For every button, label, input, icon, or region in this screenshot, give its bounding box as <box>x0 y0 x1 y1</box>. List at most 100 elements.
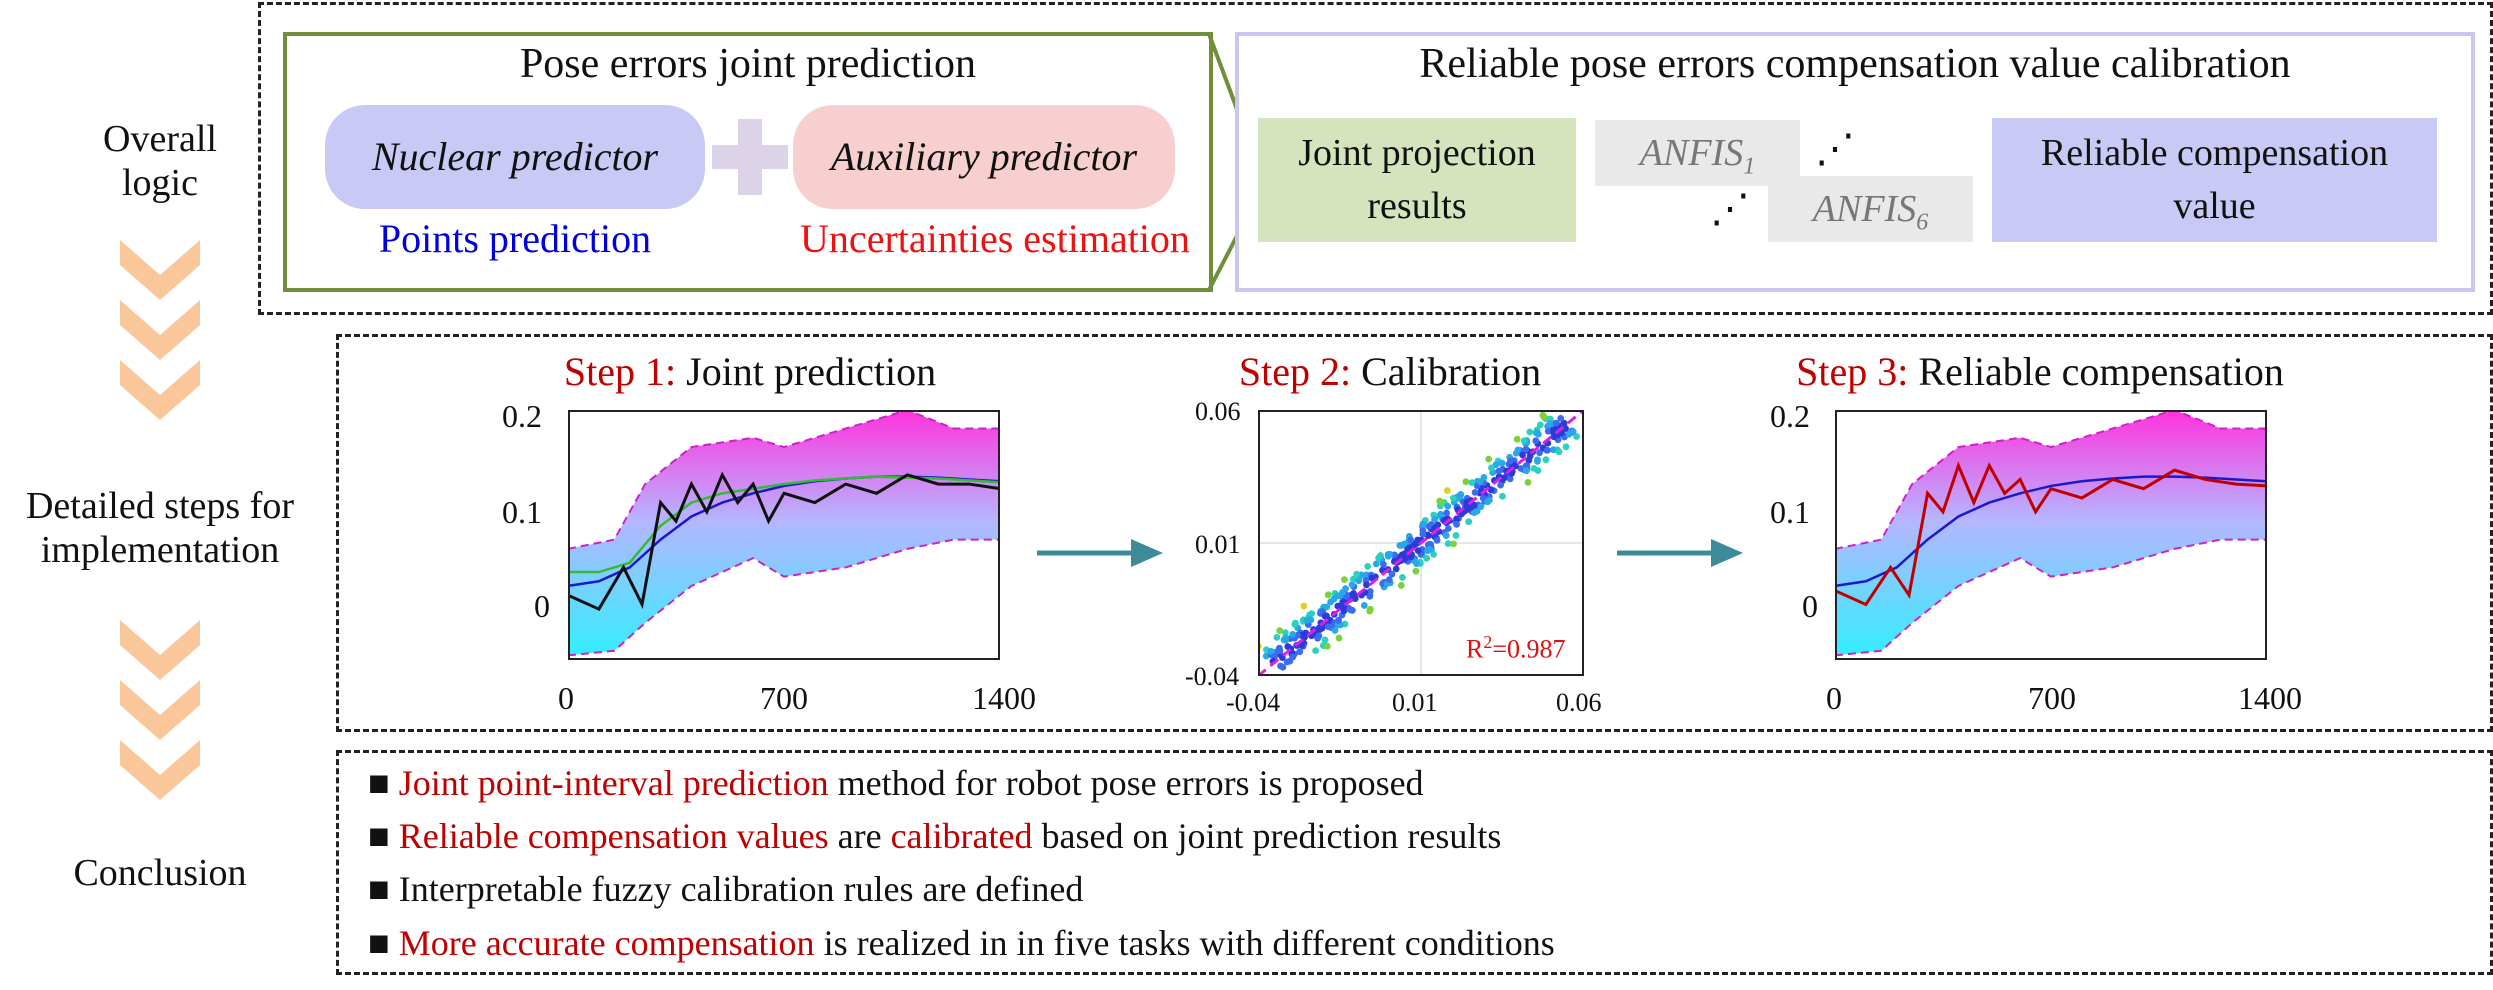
scatter-point <box>1273 633 1281 641</box>
scatter-point <box>1355 577 1363 585</box>
scatter-point <box>1423 554 1431 562</box>
interval-lower-line <box>568 538 1000 657</box>
chevron-down-group-2 <box>120 620 200 800</box>
scatter-point <box>1544 446 1551 454</box>
scatter-point <box>1366 605 1374 613</box>
scatter-point <box>1544 427 1552 435</box>
chevron-2b <box>120 680 200 740</box>
scatter-point <box>1312 647 1320 655</box>
scatter-point <box>1366 588 1374 595</box>
scatter-point <box>1523 462 1531 470</box>
scatter-point <box>1443 487 1451 494</box>
scatter-point <box>1323 603 1331 611</box>
scatter-point <box>1281 629 1289 637</box>
r-squared-label: R2=0.987 <box>1466 632 1566 664</box>
scatter-point <box>1485 455 1493 463</box>
joint-prediction-title: Pose errors joint prediction <box>519 41 977 87</box>
uncertainties-caption: Uncertainties estimation <box>800 216 1190 261</box>
steps-panel <box>336 334 2493 732</box>
scatter-point <box>1442 532 1450 539</box>
scatter-point <box>1324 591 1332 599</box>
step1-title: Step 1: Joint prediction <box>563 349 937 394</box>
scatter-point <box>1569 428 1577 436</box>
c2-xtick-2: 0.06 <box>1556 688 1602 717</box>
conclusion-item-3: ■ Interpretable fuzzy calibration rules … <box>368 869 1084 909</box>
scatter-point <box>1555 448 1563 456</box>
scatter-point <box>1298 641 1306 649</box>
chart-step1 <box>568 410 1000 660</box>
scatter-point <box>1542 456 1550 464</box>
scatter-point <box>1495 467 1503 475</box>
scatter-point <box>1520 437 1528 445</box>
c3-xtick-2: 1400 <box>2238 680 2302 716</box>
scatter-point <box>1413 560 1420 567</box>
c1-ytick-2: 0 <box>534 588 550 624</box>
scatter-point <box>1477 503 1485 511</box>
scatter-point <box>1470 501 1478 509</box>
scatter-point <box>1536 449 1543 457</box>
scatter-point <box>1450 540 1457 548</box>
overall-logic-panel <box>258 2 2493 315</box>
scatter-point <box>1444 502 1452 510</box>
c1-xtick-1: 700 <box>760 680 808 716</box>
conclusion-item-1: ■ Joint point-interval prediction method… <box>368 763 1424 803</box>
scatter-point <box>1279 663 1287 671</box>
scatter-point <box>1419 520 1427 528</box>
scatter-point <box>1388 570 1396 578</box>
scatter-point <box>1412 567 1420 575</box>
chevron-2a <box>120 620 200 680</box>
reliable-compensation-box: Reliable compensation value <box>1992 118 2437 242</box>
scatter-point <box>1471 488 1479 496</box>
scatter-point <box>1546 420 1554 428</box>
scatter-point <box>1397 582 1405 589</box>
c2-xtick-1: 0.01 <box>1392 688 1438 717</box>
scatter-point <box>1282 636 1289 644</box>
scatter-point <box>1462 478 1470 486</box>
scatter-point <box>1341 576 1348 584</box>
step3-title: Step 3: Reliable compensation <box>1796 349 2284 394</box>
scatter-point <box>1425 522 1433 530</box>
scatter-point <box>1456 492 1464 500</box>
scatter-point <box>1468 479 1476 487</box>
chevron-1b <box>120 300 200 360</box>
scatter-point <box>1366 592 1374 600</box>
scatter-point <box>1540 413 1548 421</box>
conclusion-item-2: ■ Reliable compensation values are calib… <box>368 816 1502 856</box>
scatter-point <box>1488 464 1495 472</box>
scatter-point <box>1498 459 1506 467</box>
chart-step3 <box>1835 410 2267 660</box>
scatter-point <box>1399 573 1406 581</box>
scatter-point <box>1348 581 1356 589</box>
interval-upper-line <box>568 410 1000 550</box>
prediction-interval-band <box>568 410 1000 656</box>
anfis-1-box: ANFIS1 <box>1595 120 1800 186</box>
chevron-1c <box>120 360 200 420</box>
scatter-point <box>1534 467 1542 475</box>
auxiliary-prediction-line <box>568 475 1000 574</box>
scatter-point <box>1507 457 1514 465</box>
scatter-point <box>1514 446 1522 454</box>
interval-upper-line <box>1835 410 2267 550</box>
scatter-point <box>1392 565 1400 573</box>
calibration-title: Reliable pose errors compensation value … <box>1419 41 2291 87</box>
scatter-point <box>1396 542 1404 549</box>
scatter-point <box>1301 633 1308 641</box>
scatter-point <box>1307 616 1315 624</box>
anfis-6-box: ANFIS6 <box>1768 176 1973 242</box>
scatter-point <box>1291 621 1299 628</box>
scatter-point <box>1275 644 1283 652</box>
scatter-point <box>1296 648 1304 656</box>
scatter-point <box>1335 616 1342 624</box>
chevron-1a <box>120 240 200 300</box>
scatter-point <box>1557 414 1565 422</box>
scatter-point <box>1335 634 1343 642</box>
scatter-point <box>1426 545 1434 553</box>
scatter-point <box>1522 445 1530 453</box>
conclusion-label: Conclusion <box>73 852 247 894</box>
ellipsis-1: ⋰ <box>1815 126 1855 171</box>
c2-xtick-0: -0.04 <box>1226 688 1281 717</box>
scatter-point <box>1384 551 1392 558</box>
plus-icon <box>712 119 788 195</box>
scatter-point <box>1364 562 1372 570</box>
compensation-line <box>1835 461 2267 607</box>
